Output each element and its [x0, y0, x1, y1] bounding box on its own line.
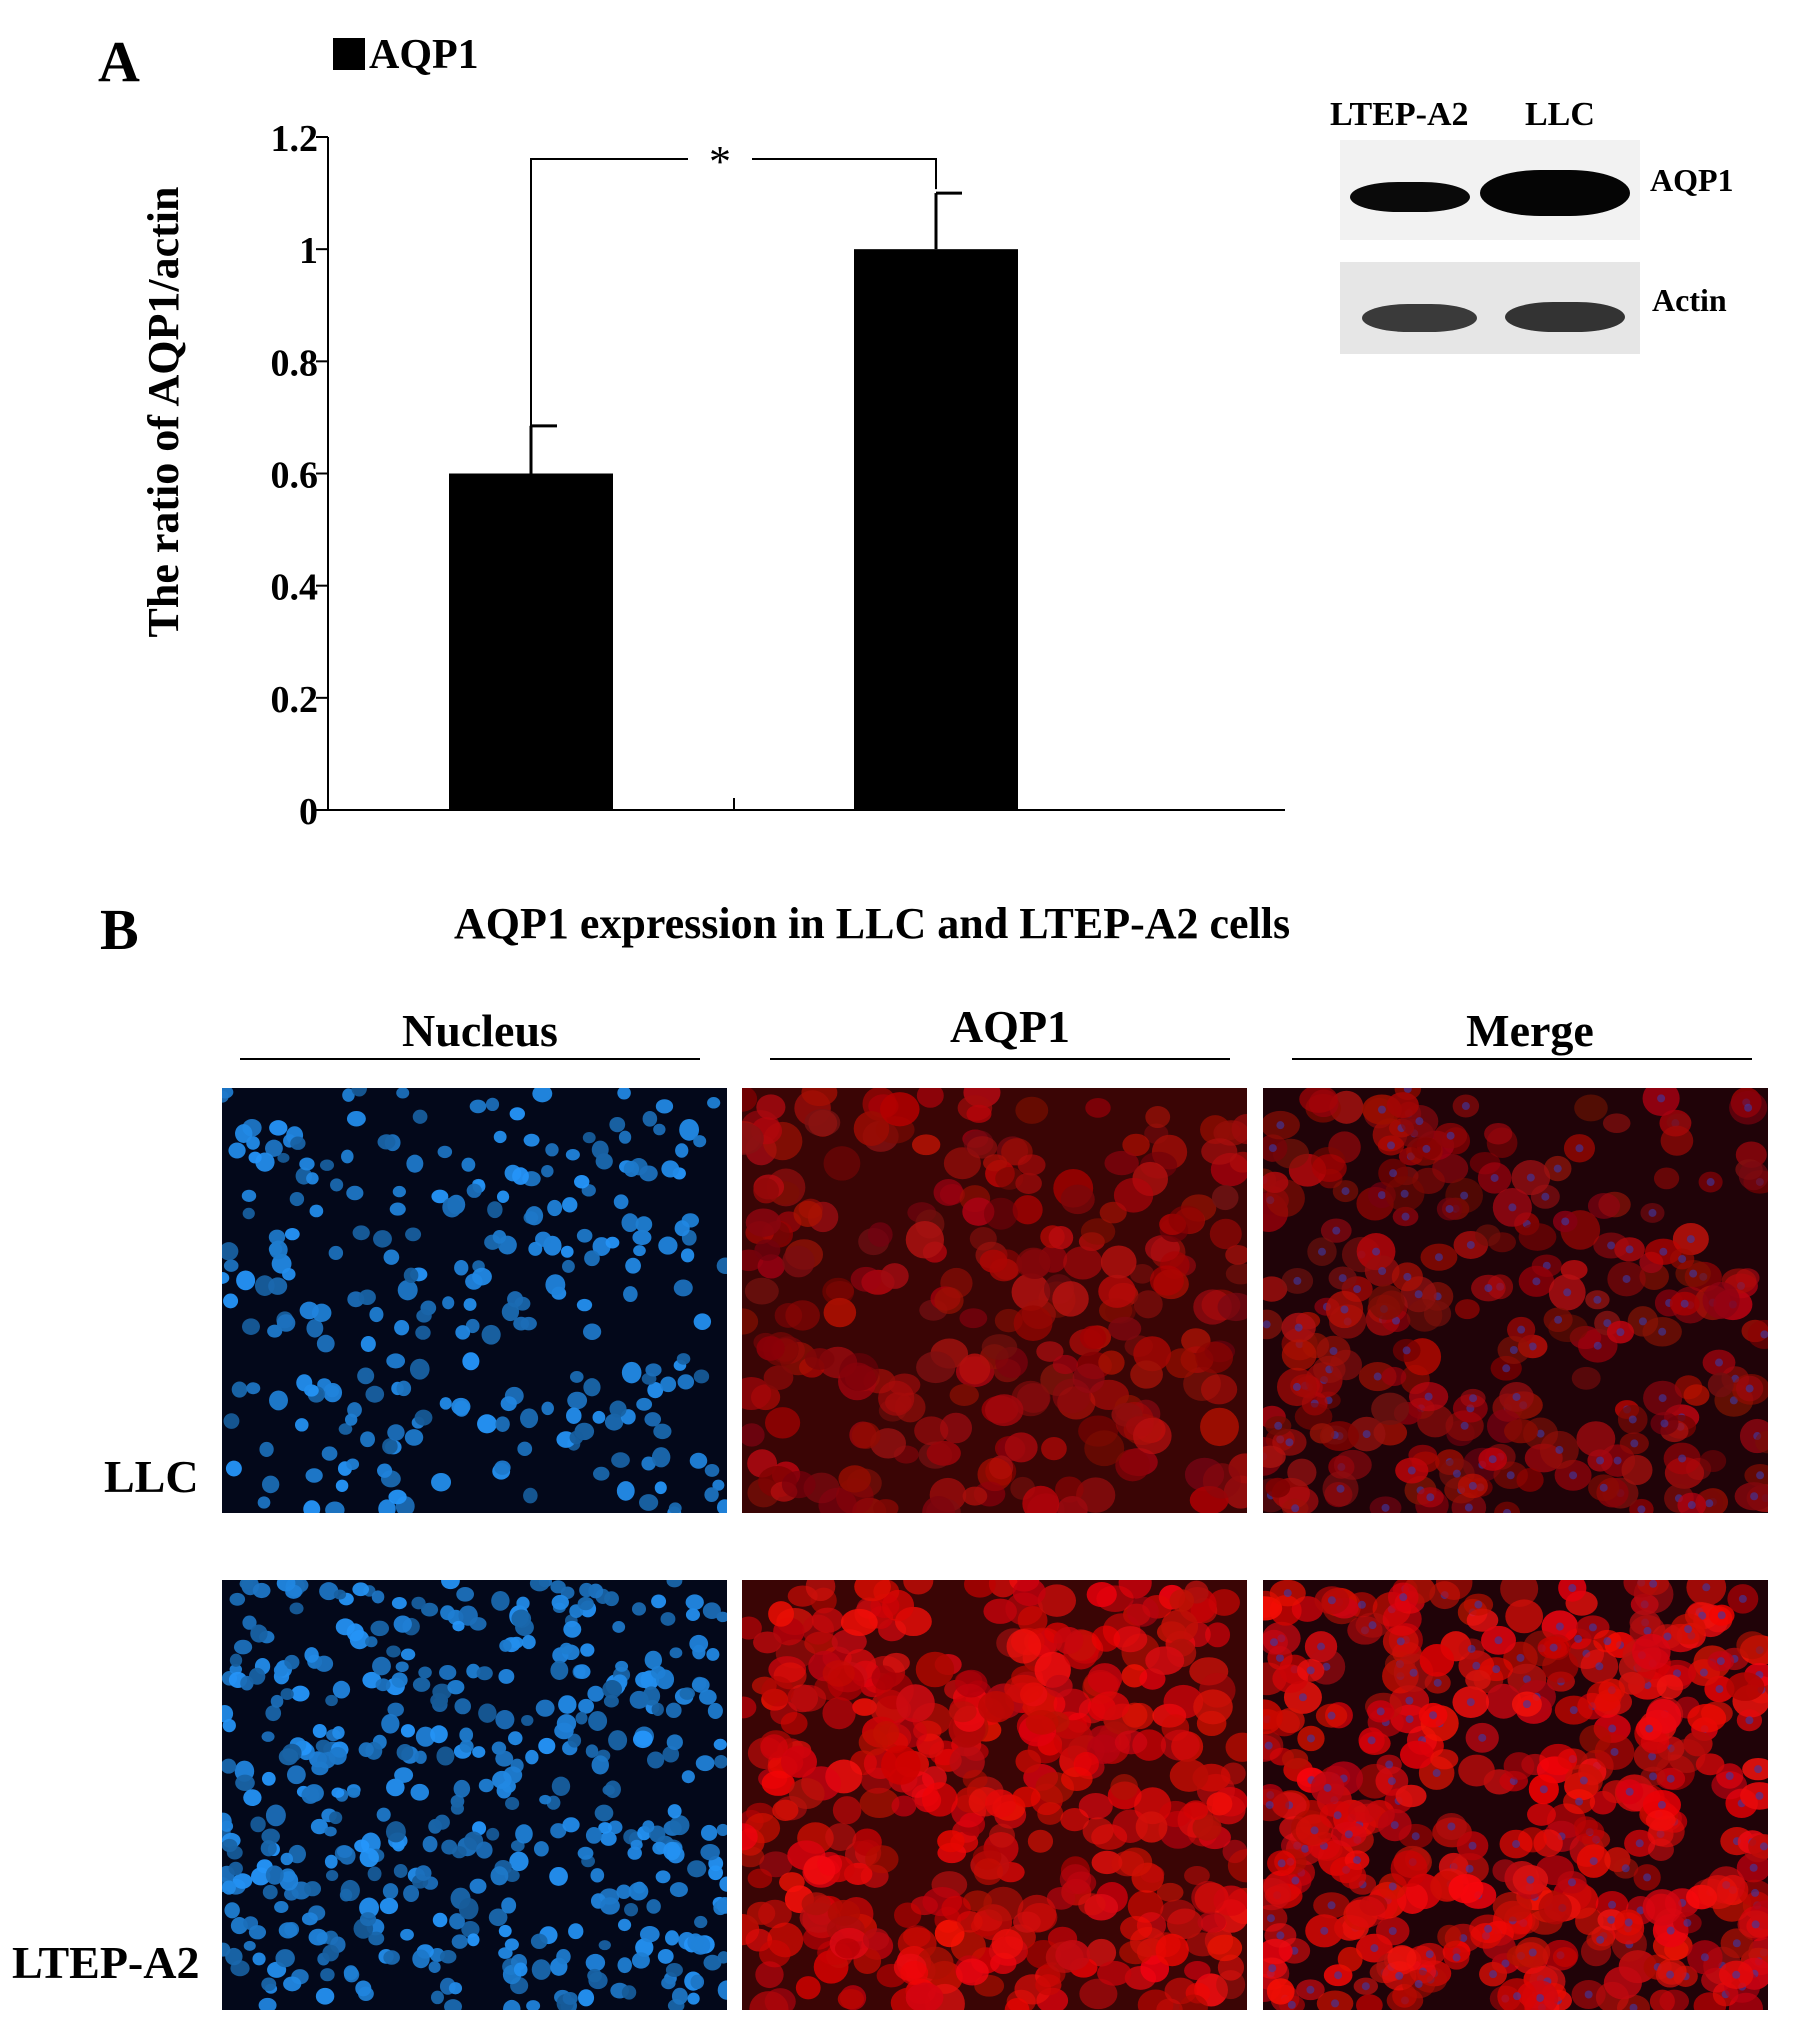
blot-actin-strip: [1340, 262, 1640, 354]
y-tick-label: 1.2: [271, 118, 319, 160]
significance-bracket-left: [530, 158, 688, 472]
bar-1: [449, 473, 613, 810]
blot-band-aqp1-ltep-a2: [1350, 182, 1470, 212]
column-rule-merge: [1292, 1058, 1752, 1060]
micrograph-llc-merge: [1263, 1088, 1768, 1513]
legend-swatch: [333, 38, 365, 70]
column-rule-aqp1: [770, 1058, 1230, 1060]
y-tick-label: 0.2: [271, 679, 319, 721]
column-title-nucleus: Nucleus: [402, 1005, 558, 1056]
column-title-aqp1: AQP1: [949, 1001, 1071, 1052]
bar-chart: 0 0.2 0.4 0.6 0.8 1 1.2 The ratio of AQP1/actin…: [139, 32, 1285, 833]
blot-lane-label-llc: LLC: [1525, 96, 1595, 133]
y-axis-label: The ratio of AQP1/actin: [139, 187, 188, 638]
blot-band-actin-ltep-a2: [1362, 304, 1477, 332]
blot-band-aqp1-llc: [1480, 170, 1630, 216]
row-label-ltep-a2: LTEP-A2: [12, 1937, 200, 1988]
micrograph-llc-aqp1: [742, 1088, 1247, 1513]
blot-lane-label-ltep-a2: LTEP-A2: [1330, 96, 1469, 133]
micrograph-ltep-a2-merge: [1263, 1580, 1768, 2010]
y-tick-label: 0: [299, 791, 318, 833]
y-tick-label: 0.4: [271, 567, 319, 609]
panel-a-letter: A: [98, 29, 140, 94]
significance-marker: *: [709, 137, 731, 186]
panel-b-letter: B: [100, 897, 139, 962]
micrograph-ltep-a2-aqp1: [742, 1580, 1247, 2010]
micrograph-ltep-a2-nucleus: [222, 1580, 727, 2010]
row-label-llc: LLC: [104, 1451, 199, 1502]
micrograph-llc-nucleus: [222, 1088, 727, 1513]
blot-band-label-actin: Actin: [1652, 282, 1727, 318]
significance-bracket-right: [752, 158, 937, 190]
blot-band-label-aqp1: AQP1: [1650, 162, 1734, 198]
y-tick-label: 0.6: [271, 455, 319, 497]
panel-b-title: AQP1 expression in LLC and LTEP-A2 cells: [454, 899, 1291, 948]
blot-band-actin-llc: [1505, 302, 1625, 332]
blot-aqp1-strip: [1340, 140, 1640, 240]
y-tick-label: 1: [299, 230, 318, 272]
legend-label: AQP1: [369, 32, 479, 78]
y-tick-label: 0.8: [271, 342, 319, 384]
column-rule-nucleus: [240, 1058, 700, 1060]
bar-2: [854, 249, 1018, 810]
column-title-merge: Merge: [1466, 1005, 1594, 1056]
